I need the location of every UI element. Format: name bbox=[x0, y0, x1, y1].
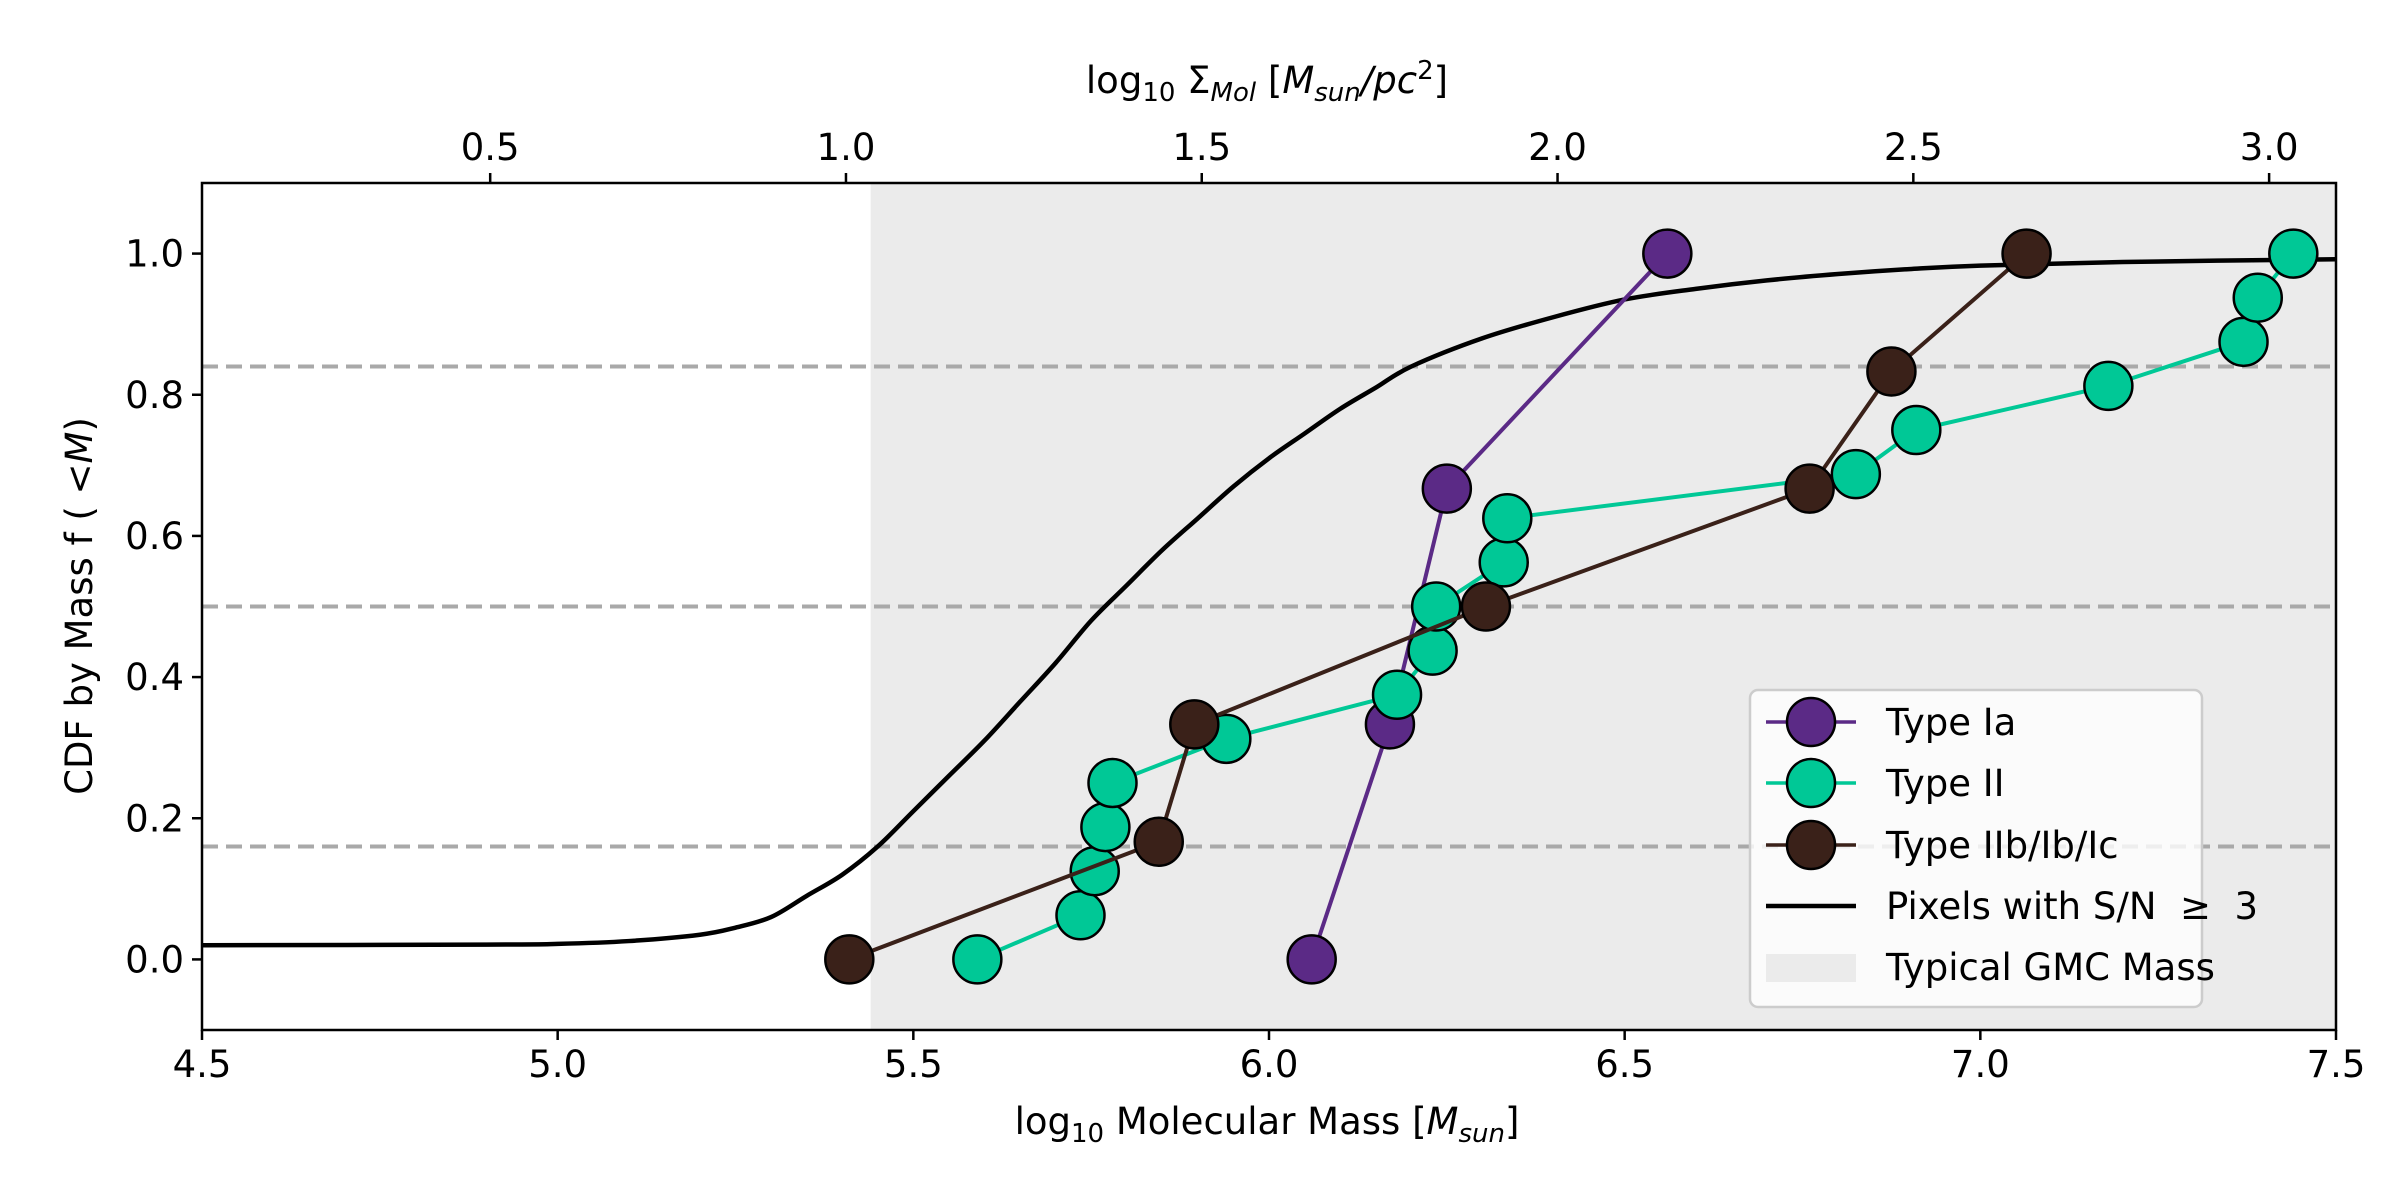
point-type-ia-3 bbox=[1642, 228, 1693, 279]
series-type-iib-ib-ic bbox=[824, 228, 2052, 985]
point-type-ia-2 bbox=[1421, 463, 1473, 514]
x2-tick-label-0-5: 0.5 bbox=[461, 126, 520, 169]
point-type-ii-0 bbox=[952, 934, 1003, 985]
point-type-ii-1 bbox=[1055, 890, 1106, 941]
point-type-ii-4 bbox=[1087, 757, 1138, 809]
legend: Type Ia Type II Type IIb/Ib/Ic Pixels wi… bbox=[1748, 688, 2258, 1009]
x-tick-label-4-5: 4.5 bbox=[173, 1043, 232, 1086]
x-tick-label-6-5: 6.5 bbox=[1595, 1043, 1654, 1086]
legend-label-type-iib: Type IIb/Ib/Ic bbox=[1885, 824, 2119, 867]
x2-tick-label-2-5: 2.5 bbox=[1884, 126, 1943, 169]
point-type-ii-6 bbox=[1371, 669, 1423, 720]
point-type-iib-ib-ic-2 bbox=[1169, 699, 1220, 750]
point-type-iib-ib-ic-1 bbox=[1133, 816, 1184, 868]
series-type-ii bbox=[952, 228, 2319, 985]
x-tick-label-5: 5.0 bbox=[528, 1043, 587, 1086]
y-tick-label-0-6: 0.6 bbox=[125, 515, 184, 558]
point-type-ii-12 bbox=[1891, 404, 1942, 456]
point-type-ii-14 bbox=[2218, 316, 2269, 368]
x2-tick-label-3: 3.0 bbox=[2240, 126, 2299, 169]
point-type-ii-13 bbox=[2083, 360, 2134, 412]
x-tick-label-7: 7.0 bbox=[1951, 1043, 2010, 1086]
legend-box bbox=[1748, 688, 2204, 1009]
point-type-ii-8 bbox=[1410, 581, 1462, 632]
point-type-ii-16 bbox=[2268, 228, 2319, 279]
legend-label-pixels: Pixels with S/N ≥ 3 bbox=[1886, 885, 2258, 928]
legend-label-type-ii: Type II bbox=[1885, 762, 2005, 805]
point-type-ii-10 bbox=[1482, 493, 1533, 544]
pixels-sn-curve bbox=[201, 256, 2337, 948]
y-tick-label-0: 0.0 bbox=[125, 938, 184, 981]
top-x-axis-label: log10 ΣMol [Msun/pc2] bbox=[1086, 56, 1448, 108]
legend-swatch-gmc bbox=[1766, 954, 1856, 982]
legend-entry-type-ia: Type Ia bbox=[1766, 696, 2016, 748]
x-axis-label: log10 Molecular Mass [Msun] bbox=[1015, 1100, 1520, 1149]
x2-tick-label-1: 1.0 bbox=[817, 126, 876, 169]
y-tick-label-0-8: 0.8 bbox=[125, 374, 184, 417]
point-type-ii-9 bbox=[1478, 537, 1529, 588]
x-tick-label-7-5: 7.5 bbox=[2307, 1043, 2366, 1086]
legend-entry-gmc: Typical GMC Mass bbox=[1766, 946, 2215, 989]
legend-marker-type-iib bbox=[1785, 819, 1837, 871]
point-type-ii-15 bbox=[2232, 272, 2284, 323]
legend-label-type-ia: Type Ia bbox=[1885, 701, 2016, 744]
legend-entry-pixels: Pixels with S/N ≥ 3 bbox=[1766, 885, 2258, 928]
x-tick-label-5-5: 5.5 bbox=[884, 1043, 943, 1086]
point-type-iib-ib-ic-6 bbox=[2001, 228, 2052, 279]
x2-tick-label-1-5: 1.5 bbox=[1172, 126, 1231, 169]
point-type-iib-ib-ic-5 bbox=[1866, 346, 1917, 397]
x2-tick-label-2: 2.0 bbox=[1528, 126, 1587, 169]
point-type-iib-ib-ic-0 bbox=[824, 934, 875, 985]
y-tick-label-1: 1.0 bbox=[125, 233, 184, 276]
point-type-ii-11 bbox=[1830, 448, 1882, 500]
point-type-ia-0 bbox=[1286, 934, 1337, 985]
legend-entry-type-ii: Type II bbox=[1766, 757, 2005, 809]
point-type-iib-ib-ic-3 bbox=[1460, 581, 1512, 632]
y-axis-label: CDF by Mass f ( <M) bbox=[58, 417, 101, 795]
legend-label-gmc: Typical GMC Mass bbox=[1885, 946, 2215, 989]
point-type-ii-3 bbox=[1080, 801, 1131, 853]
legend-marker-type-ii bbox=[1785, 757, 1837, 809]
x-tick-label-6: 6.0 bbox=[1240, 1043, 1299, 1086]
legend-marker-type-ia bbox=[1785, 696, 1837, 748]
y-tick-label-0-2: 0.2 bbox=[125, 797, 184, 840]
legend-entry-type-iib: Type IIb/Ib/Ic bbox=[1766, 819, 2119, 871]
y-tick-label-0-4: 0.4 bbox=[125, 656, 184, 699]
point-type-iib-ib-ic-4 bbox=[1784, 463, 1835, 514]
